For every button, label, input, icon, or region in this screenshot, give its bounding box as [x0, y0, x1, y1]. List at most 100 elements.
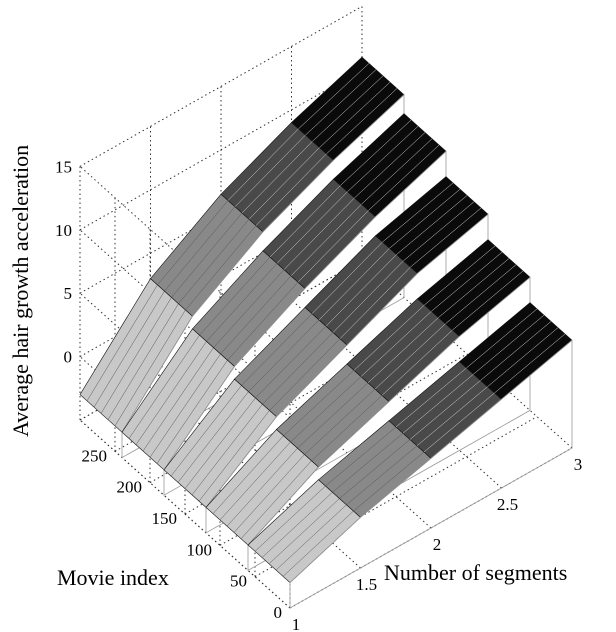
- mesh-line: [389, 189, 461, 249]
- mesh-line: [354, 132, 426, 199]
- mesh-line: [403, 201, 475, 261]
- mesh-line: [374, 323, 446, 390]
- mesh-line: [402, 373, 474, 434]
- mesh-line: [325, 426, 397, 487]
- mesh-line: [283, 197, 355, 270]
- mesh-line: [262, 332, 334, 405]
- mesh-line: [220, 275, 292, 355]
- mesh-line: [93, 290, 165, 408]
- mesh-line: [332, 433, 404, 493]
- mesh-line: [297, 382, 369, 449]
- mesh-line: [438, 258, 510, 318]
- mesh-line: [311, 241, 383, 314]
- mesh-line: [360, 311, 432, 377]
- mesh-line: [128, 334, 200, 439]
- back-wall-gridline: [79, 5, 363, 167]
- mesh-line: [254, 485, 326, 552]
- mesh-line: [227, 281, 299, 361]
- mesh-line: [347, 126, 419, 192]
- mesh-line: [240, 460, 312, 539]
- mesh-line: [268, 498, 340, 565]
- mesh-line: [227, 128, 299, 201]
- mesh-line: [304, 388, 376, 455]
- y-tick-label: 50: [230, 572, 247, 591]
- mesh-line: [191, 404, 263, 496]
- z-tick-label: 0: [64, 348, 73, 367]
- mesh-line: [255, 153, 327, 226]
- mesh-line: [332, 260, 404, 333]
- mesh-line: [213, 269, 285, 348]
- mesh-line: [275, 504, 347, 571]
- mesh-line: [395, 367, 467, 428]
- mesh-line: [107, 303, 179, 420]
- z-axis-label: Average hair growth acceleration: [8, 145, 33, 437]
- mesh-line: [325, 254, 397, 327]
- mesh-line: [185, 225, 257, 311]
- z-tick-label: 5: [64, 284, 73, 303]
- mesh-line: [177, 391, 249, 483]
- x-tick-label: 2.5: [497, 495, 518, 514]
- mesh-line: [326, 88, 398, 154]
- mesh-line: [339, 266, 411, 339]
- mesh-line: [466, 308, 538, 369]
- x-tick-label: 2: [433, 535, 442, 554]
- mesh-line: [367, 317, 439, 384]
- y-tick-label: 0: [274, 603, 283, 622]
- mesh-line: [156, 360, 228, 464]
- mesh-line: [233, 454, 305, 533]
- mesh-line: [410, 207, 482, 268]
- y-tick-label: 150: [152, 509, 178, 528]
- y-tick-label: 100: [187, 540, 213, 559]
- mesh-line: [340, 119, 412, 186]
- mesh-line: [409, 380, 481, 440]
- z-tick-label: 15: [55, 157, 72, 176]
- x-tick-label: 1: [292, 615, 301, 632]
- mesh-line: [361, 138, 433, 205]
- mesh-line: [248, 319, 320, 392]
- mesh-line: [199, 256, 271, 336]
- x-axis-label: Number of segments: [384, 560, 567, 585]
- y-axis-label: Movie index: [57, 565, 169, 590]
- mesh-line: [226, 448, 298, 527]
- mesh-line: [157, 200, 229, 285]
- mesh-line: [353, 304, 425, 371]
- mesh-line: [319, 82, 391, 148]
- mesh-line: [305, 69, 377, 136]
- mesh-line: [290, 376, 362, 443]
- mesh-line: [368, 144, 440, 211]
- mesh-line: [381, 329, 453, 396]
- side-wall-gridline: [79, 419, 291, 609]
- mesh-line: [318, 248, 390, 321]
- mesh-line: [290, 203, 362, 277]
- mesh-line: [269, 185, 341, 258]
- mesh-line: [248, 147, 320, 220]
- mesh-line: [255, 326, 327, 399]
- mesh-line: [396, 195, 468, 255]
- mesh-line: [149, 353, 221, 458]
- mesh-line: [382, 182, 454, 243]
- y-tick-label: 250: [82, 446, 108, 465]
- mesh-line: [212, 435, 284, 514]
- mesh-line: [234, 134, 306, 207]
- x-tick-label: 1.5: [356, 575, 377, 594]
- mesh-line: [353, 451, 425, 512]
- mesh-line: [184, 397, 256, 489]
- surface-layer: [79, 56, 573, 609]
- mesh-line: [276, 191, 348, 264]
- mesh-line: [480, 321, 552, 381]
- mesh-line: [170, 385, 242, 477]
- mesh-line: [164, 206, 236, 292]
- mesh-line: [283, 370, 355, 436]
- mesh-line: [261, 492, 333, 558]
- mesh-line: [424, 245, 496, 306]
- mesh-line: [269, 338, 341, 411]
- mesh-line: [452, 270, 524, 331]
- mesh-line: [297, 210, 369, 283]
- mesh-line: [487, 327, 559, 387]
- mesh-line: [86, 284, 158, 402]
- mesh-line: [135, 341, 207, 445]
- mesh-line: [346, 445, 418, 505]
- mesh-line: [423, 392, 495, 453]
- mesh-line: [473, 314, 545, 375]
